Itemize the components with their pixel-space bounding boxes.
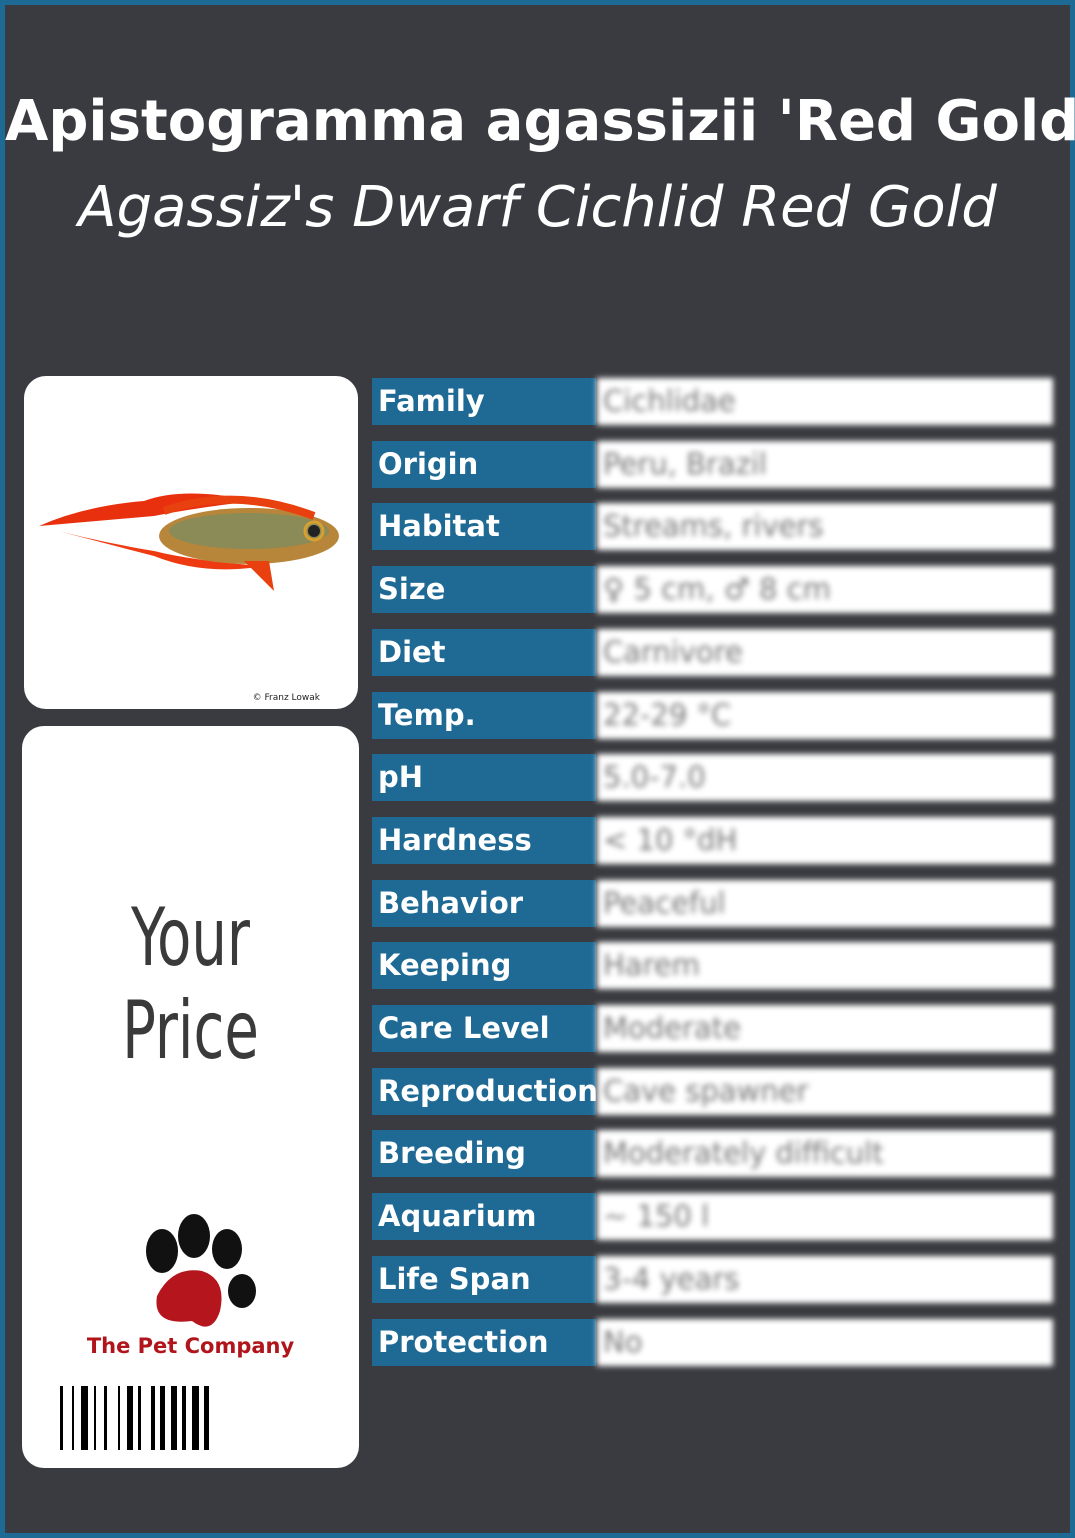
info-label: Care Level — [372, 1005, 596, 1052]
info-value: Carnivore — [597, 628, 1053, 676]
info-label: Hardness — [372, 816, 596, 864]
bar — [138, 1386, 141, 1450]
bar — [104, 1386, 107, 1450]
bar — [151, 1386, 155, 1450]
bar — [127, 1386, 133, 1450]
photo-card: © Franz Lowak — [24, 376, 358, 709]
bar — [72, 1386, 74, 1450]
info-value: 22-29 °C — [597, 691, 1053, 739]
info-row: Temp. 22-29 °C — [372, 691, 1053, 739]
info-value: Cichlidae — [597, 378, 1053, 425]
info-label: Protection — [372, 1318, 596, 1366]
bar — [192, 1386, 199, 1450]
info-label: Keeping — [372, 942, 596, 990]
info-label: Family — [372, 378, 596, 425]
info-row: Origin Peru, Brazil — [372, 440, 1053, 488]
info-label: Origin — [372, 440, 596, 488]
paw-logo — [146, 1214, 256, 1327]
info-row: Care Level Moderate — [372, 1005, 1053, 1052]
info-row: Hardness < 10 °dH — [372, 816, 1053, 864]
info-label: Habitat — [372, 503, 596, 551]
info-value: Moderate — [597, 1005, 1053, 1052]
brand-name: The Pet Company — [86, 1334, 295, 1358]
info-value: Peru, Brazil — [597, 440, 1053, 488]
info-label: Behavior — [372, 879, 596, 927]
info-row: Size ♀ 5 cm, ♂ 8 cm — [372, 566, 1053, 614]
info-value: ♀ 5 cm, ♂ 8 cm — [597, 566, 1053, 614]
info-value: Harem — [597, 942, 1053, 990]
info-label: pH — [372, 754, 596, 802]
info-label: Reproduction — [372, 1067, 598, 1115]
info-label: Life Span — [372, 1255, 596, 1303]
fish-image — [39, 493, 339, 591]
info-value: 5.0-7.0 — [597, 754, 1053, 802]
title: Apistogramma agassizii 'Red Gold' — [5, 89, 1075, 154]
info-row: Protection No — [372, 1318, 1053, 1366]
bar — [182, 1386, 186, 1450]
info-label: Temp. — [372, 691, 596, 739]
info-label: Size — [372, 566, 596, 614]
bar — [160, 1386, 165, 1450]
info-value: ~ 150 l — [597, 1193, 1053, 1241]
info-row: Reproduction Cave spawner — [372, 1067, 1053, 1115]
info-label: Diet — [372, 628, 596, 676]
info-value: < 10 °dH — [597, 816, 1053, 864]
info-value: Peaceful — [597, 879, 1053, 927]
subtitle: Agassiz's Dwarf Cichlid Red Gold — [78, 175, 997, 240]
info-row: Diet Carnivore — [372, 628, 1053, 676]
photo-credit: © Franz Lowak — [252, 693, 320, 703]
info-label: Breeding — [372, 1130, 596, 1178]
price-card: Your Price The Pet Company — [22, 726, 359, 1468]
info-row: pH 5.0-7.0 — [372, 754, 1053, 802]
info-row: Family Cichlidae — [372, 378, 1053, 425]
info-value: Moderately difficult — [597, 1130, 1053, 1178]
info-row: Life Span 3-4 years — [372, 1255, 1053, 1303]
info-label: Aquarium — [372, 1193, 596, 1241]
bar — [171, 1386, 177, 1450]
info-row: Breeding Moderately difficult — [372, 1130, 1053, 1178]
info-value: 3-4 years — [597, 1255, 1053, 1303]
info-value: Streams, rivers — [597, 503, 1053, 551]
info-row: Behavior Peaceful — [372, 879, 1053, 927]
info-row: Habitat Streams, rivers — [372, 503, 1053, 551]
bar — [60, 1386, 63, 1450]
info-row: Keeping Harem — [372, 942, 1053, 990]
info-value: No — [597, 1318, 1053, 1366]
bar — [94, 1386, 96, 1450]
info-value: Cave spawner — [597, 1067, 1053, 1115]
bar — [118, 1386, 120, 1450]
bar — [81, 1386, 88, 1450]
price-label: Your Price — [122, 891, 259, 1077]
info-row: Aquarium ~ 150 l — [372, 1193, 1053, 1241]
bar — [204, 1386, 209, 1450]
barcode — [60, 1386, 209, 1450]
